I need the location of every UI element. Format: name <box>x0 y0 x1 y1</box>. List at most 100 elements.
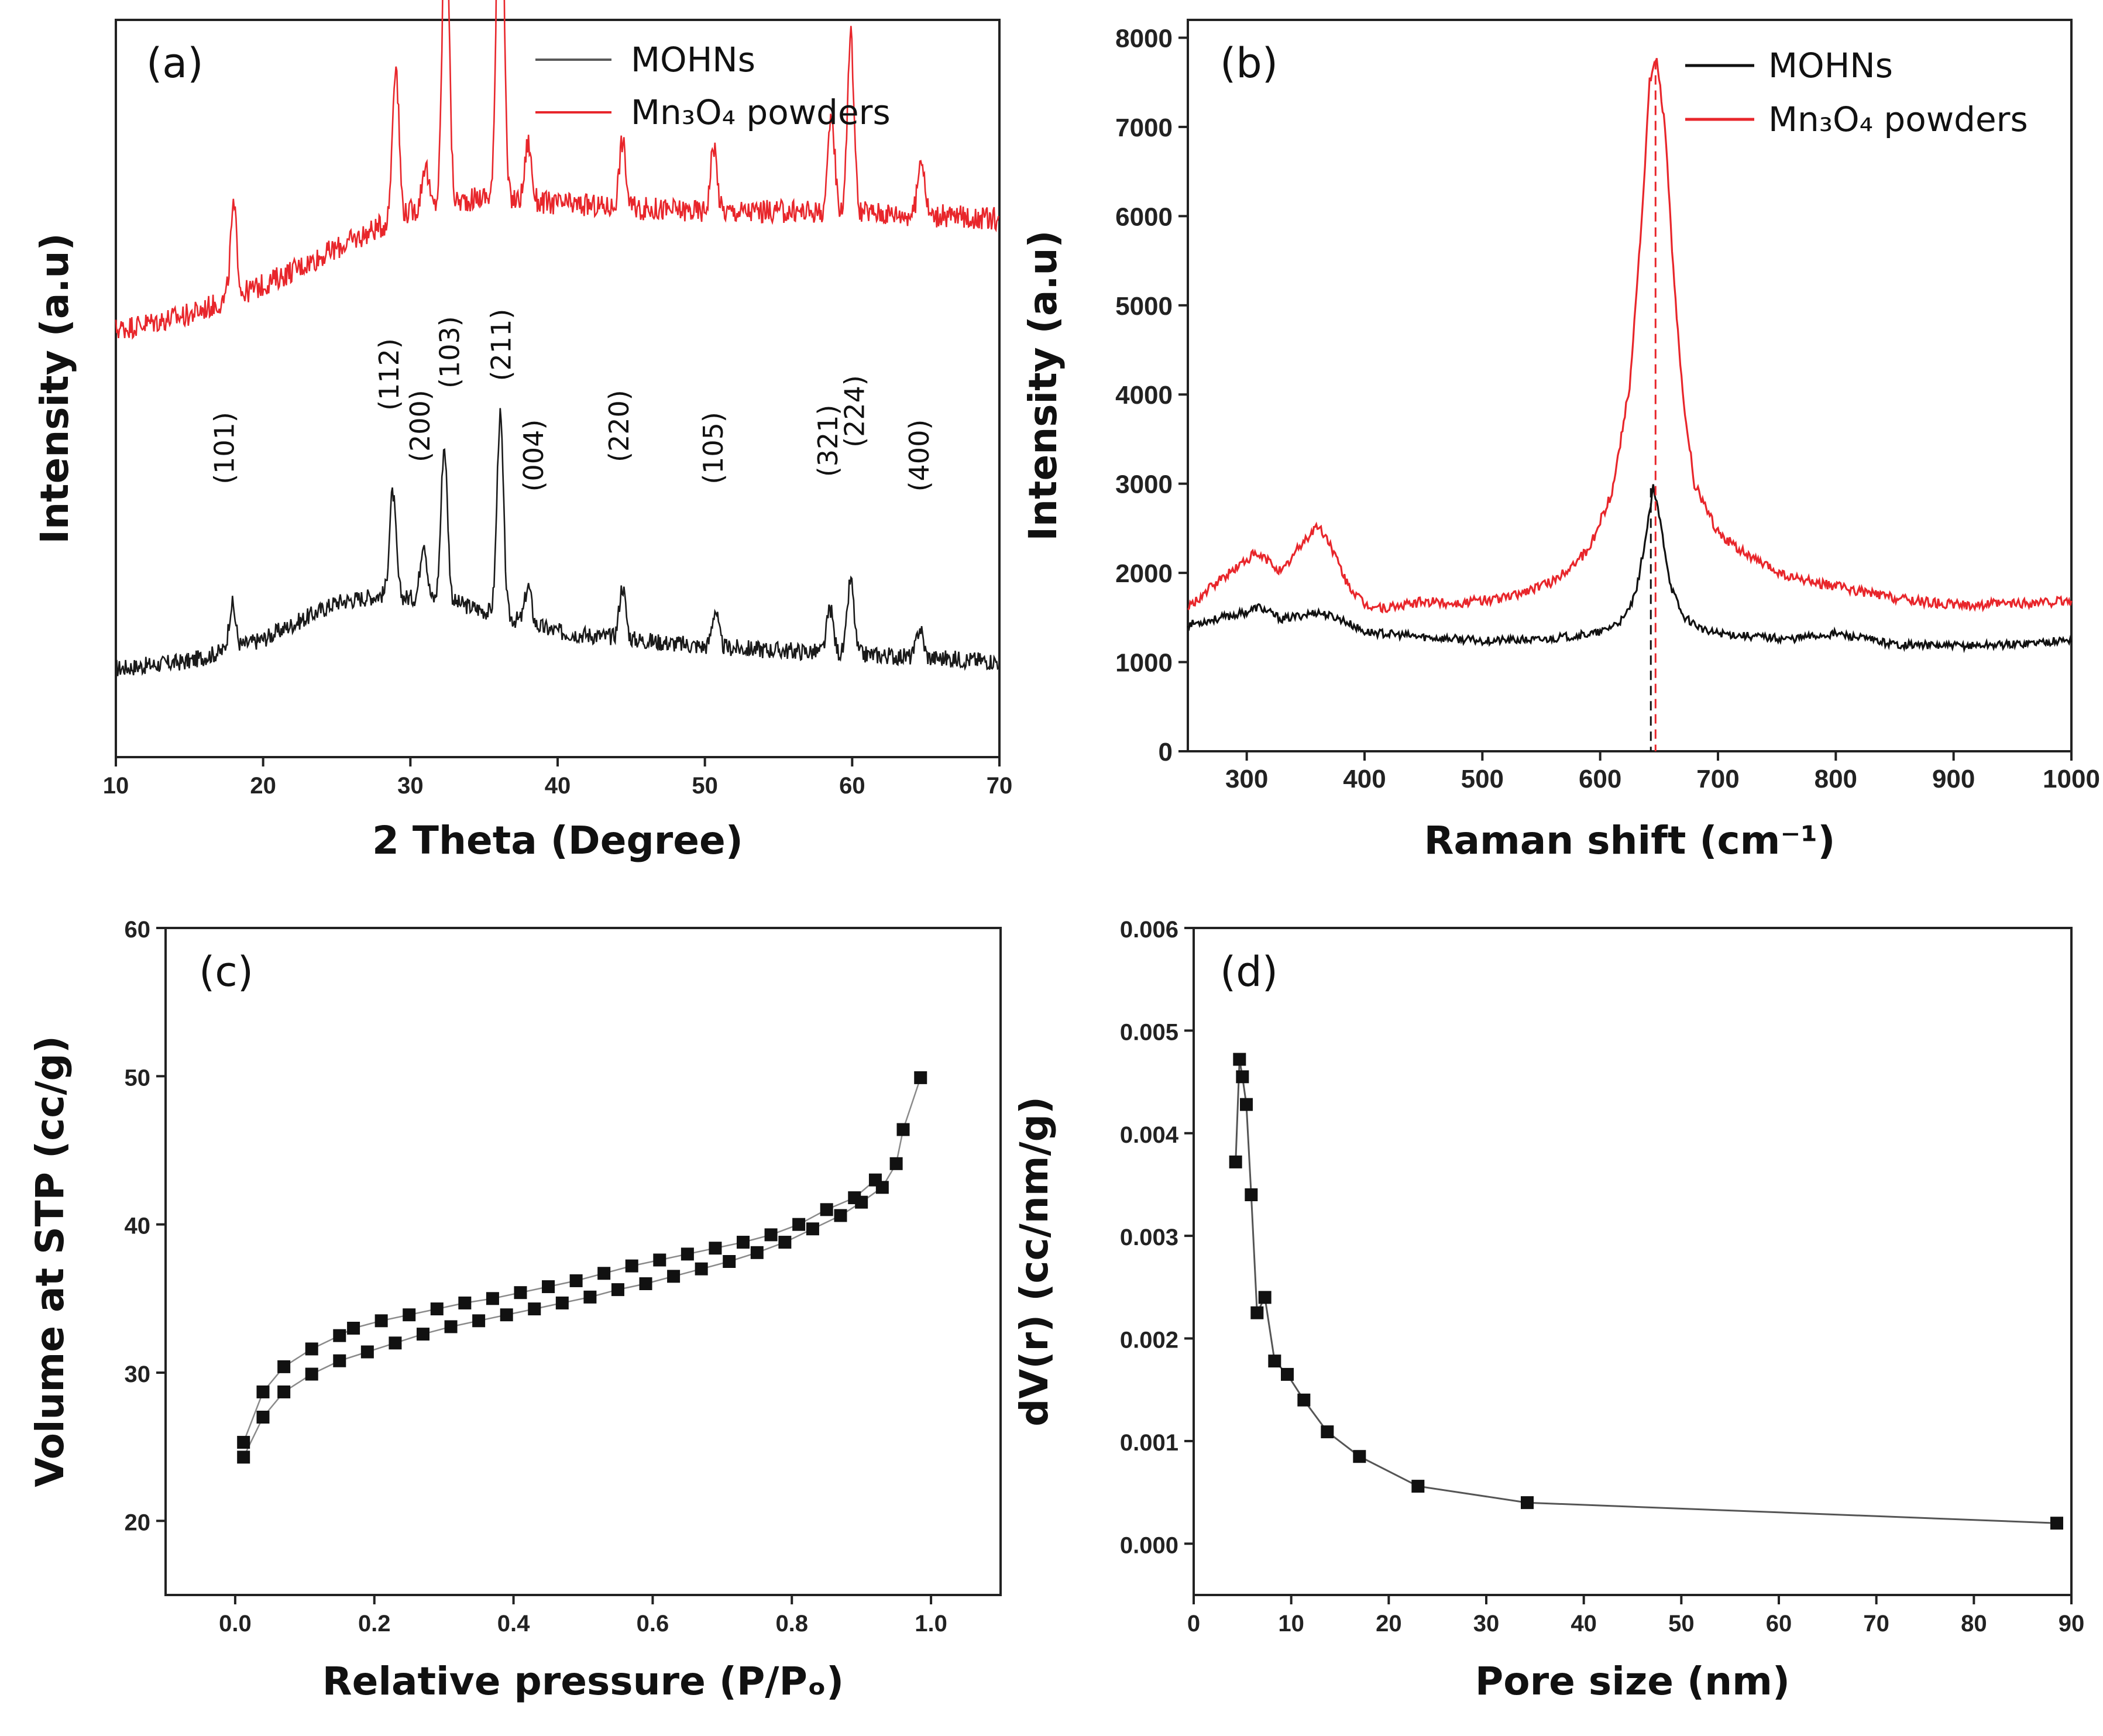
panel-a: 10 20 30 40 50 60 70 2 Theta (Degree) Intensity … <box>32 0 1012 863</box>
panel-d: 0 10 20 30 40 50 60 70 80 90 0.000 0.001 0.002 0.003 0… <box>1012 917 2084 1704</box>
pore-size-point <box>1245 1188 1258 1201</box>
y-tick-label: 0.000 <box>1120 1532 1178 1558</box>
adsorption-point <box>611 1283 624 1297</box>
x-tick-label: 1.0 <box>915 1611 947 1637</box>
y-tick-label: 6000 <box>1115 202 1173 231</box>
plot-frame-b <box>1187 19 2073 752</box>
x-tick-label: 10 <box>1278 1611 1304 1637</box>
desorption-point <box>625 1259 638 1273</box>
x-tick-label: 0.6 <box>637 1611 669 1637</box>
y-tick-label: 3000 <box>1115 470 1173 499</box>
desorption-point <box>737 1236 750 1249</box>
x-tick-label: 60 <box>1766 1611 1792 1637</box>
peak-label: (105) <box>697 412 729 484</box>
x-tick-label: 0.0 <box>219 1611 252 1637</box>
peak-label: (220) <box>603 390 635 462</box>
pore-size-point <box>1236 1070 1249 1084</box>
plot-frame-c <box>164 927 1002 1596</box>
panel-b: 300 400 500 600 700 800 900 1000 0 1000 2000 3000 40… <box>1020 19 2100 863</box>
x-tick-label: 40 <box>1571 1611 1597 1637</box>
y-tick-label: 0.006 <box>1120 917 1178 943</box>
adsorption-point <box>723 1255 736 1268</box>
x-axis-title: Raman shift (cm⁻¹) <box>1424 818 1836 863</box>
x-tick-label: 50 <box>692 773 718 799</box>
adsorption-point <box>256 1411 270 1424</box>
y-tick-label: 0.003 <box>1120 1225 1178 1250</box>
y-tick-label: 2000 <box>1115 559 1173 588</box>
peak-label: (224) <box>839 375 870 448</box>
desorption-point <box>569 1274 583 1287</box>
x-tick-label: 60 <box>839 773 865 799</box>
pore-size-point <box>1297 1393 1311 1407</box>
x-tick-label: 800 <box>1815 765 1857 793</box>
adsorption-point <box>444 1320 458 1333</box>
x-tick-label: 30 <box>397 773 424 799</box>
panel-label-d: (d) <box>1220 948 1278 996</box>
x-tick-label: 20 <box>250 773 276 799</box>
y-tick-label: 7000 <box>1115 114 1173 142</box>
x-tick-label: 300 <box>1225 765 1268 793</box>
legend-label: Mn₃O₄ powders <box>631 92 891 132</box>
peak-label: (101) <box>208 412 240 484</box>
desorption-point <box>347 1322 360 1335</box>
adsorption-point <box>555 1296 569 1309</box>
legend-label: MOHNs <box>1768 46 1893 85</box>
panel-label-a: (a) <box>146 39 204 87</box>
pore-size-point <box>1353 1450 1366 1463</box>
y-tick-label: 20 <box>125 1510 151 1535</box>
peak-label: (211) <box>485 309 517 381</box>
desorption-point <box>597 1267 611 1280</box>
adsorption-point <box>389 1336 402 1350</box>
y-tick-label: 0.001 <box>1120 1430 1178 1456</box>
desorption-point <box>764 1228 778 1242</box>
desorption-point <box>430 1302 444 1316</box>
x-tick-label: 1000 <box>2043 765 2100 793</box>
pore-size-point <box>1233 1053 1246 1066</box>
pore-size-point <box>1258 1291 1272 1304</box>
adsorption-point <box>583 1290 597 1304</box>
peak-label: (103) <box>434 316 465 389</box>
legend-label: Mn₃O₄ powders <box>1768 99 2028 139</box>
desorption-point <box>709 1242 722 1255</box>
x-tick-label: 0.8 <box>775 1611 808 1637</box>
desorption-point <box>486 1292 499 1305</box>
y-tick-label: 4000 <box>1115 381 1173 410</box>
xrd-line-mohns <box>115 408 999 676</box>
desorption-point <box>542 1280 555 1294</box>
raman-line-mn3o4 <box>1187 58 2073 614</box>
y-tick-label: 60 <box>125 917 151 943</box>
y-axis-title: Intensity (a.u) <box>1020 230 1066 541</box>
x-tick-label: 80 <box>1961 1611 1987 1637</box>
peak-label: (112) <box>373 338 405 411</box>
peak-label: (400) <box>903 420 935 492</box>
y-axis-title: Volume at STP (cc/g) <box>28 1036 73 1487</box>
x-axis-title: Pore size (nm) <box>1475 1659 1790 1704</box>
adsorption-point <box>277 1385 291 1398</box>
y-tick-label: 5000 <box>1115 292 1173 321</box>
adsorption-point <box>806 1222 819 1236</box>
legend-label: MOHNs <box>631 40 755 80</box>
x-tick-label: 400 <box>1343 765 1386 793</box>
x-tick-label: 900 <box>1932 765 1975 793</box>
x-tick-label: 500 <box>1461 765 1504 793</box>
adsorption-point <box>695 1262 708 1276</box>
y-tick-label: 30 <box>125 1362 151 1387</box>
adsorption-point <box>305 1367 318 1381</box>
adsorption-point <box>500 1308 513 1322</box>
adsorption-point <box>889 1157 903 1170</box>
y-axis-title: Intensity (a.u) <box>32 233 77 544</box>
y-axis-title: dV(r) (cc/nm/g) <box>1012 1096 1057 1426</box>
x-tick-label: 20 <box>1376 1611 1402 1637</box>
y-tick-label: 0 <box>1159 738 1173 766</box>
adsorption-point <box>896 1123 910 1136</box>
pore-size-point <box>1321 1425 1334 1439</box>
x-axis-title: 2 Theta (Degree) <box>372 818 743 863</box>
pore-size-point <box>1268 1355 1281 1368</box>
adsorption-point <box>528 1302 541 1316</box>
desorption-point <box>277 1360 291 1373</box>
x-tick-label: 600 <box>1579 765 1621 793</box>
desorption-point <box>374 1314 388 1328</box>
adsorption-point <box>750 1246 764 1259</box>
